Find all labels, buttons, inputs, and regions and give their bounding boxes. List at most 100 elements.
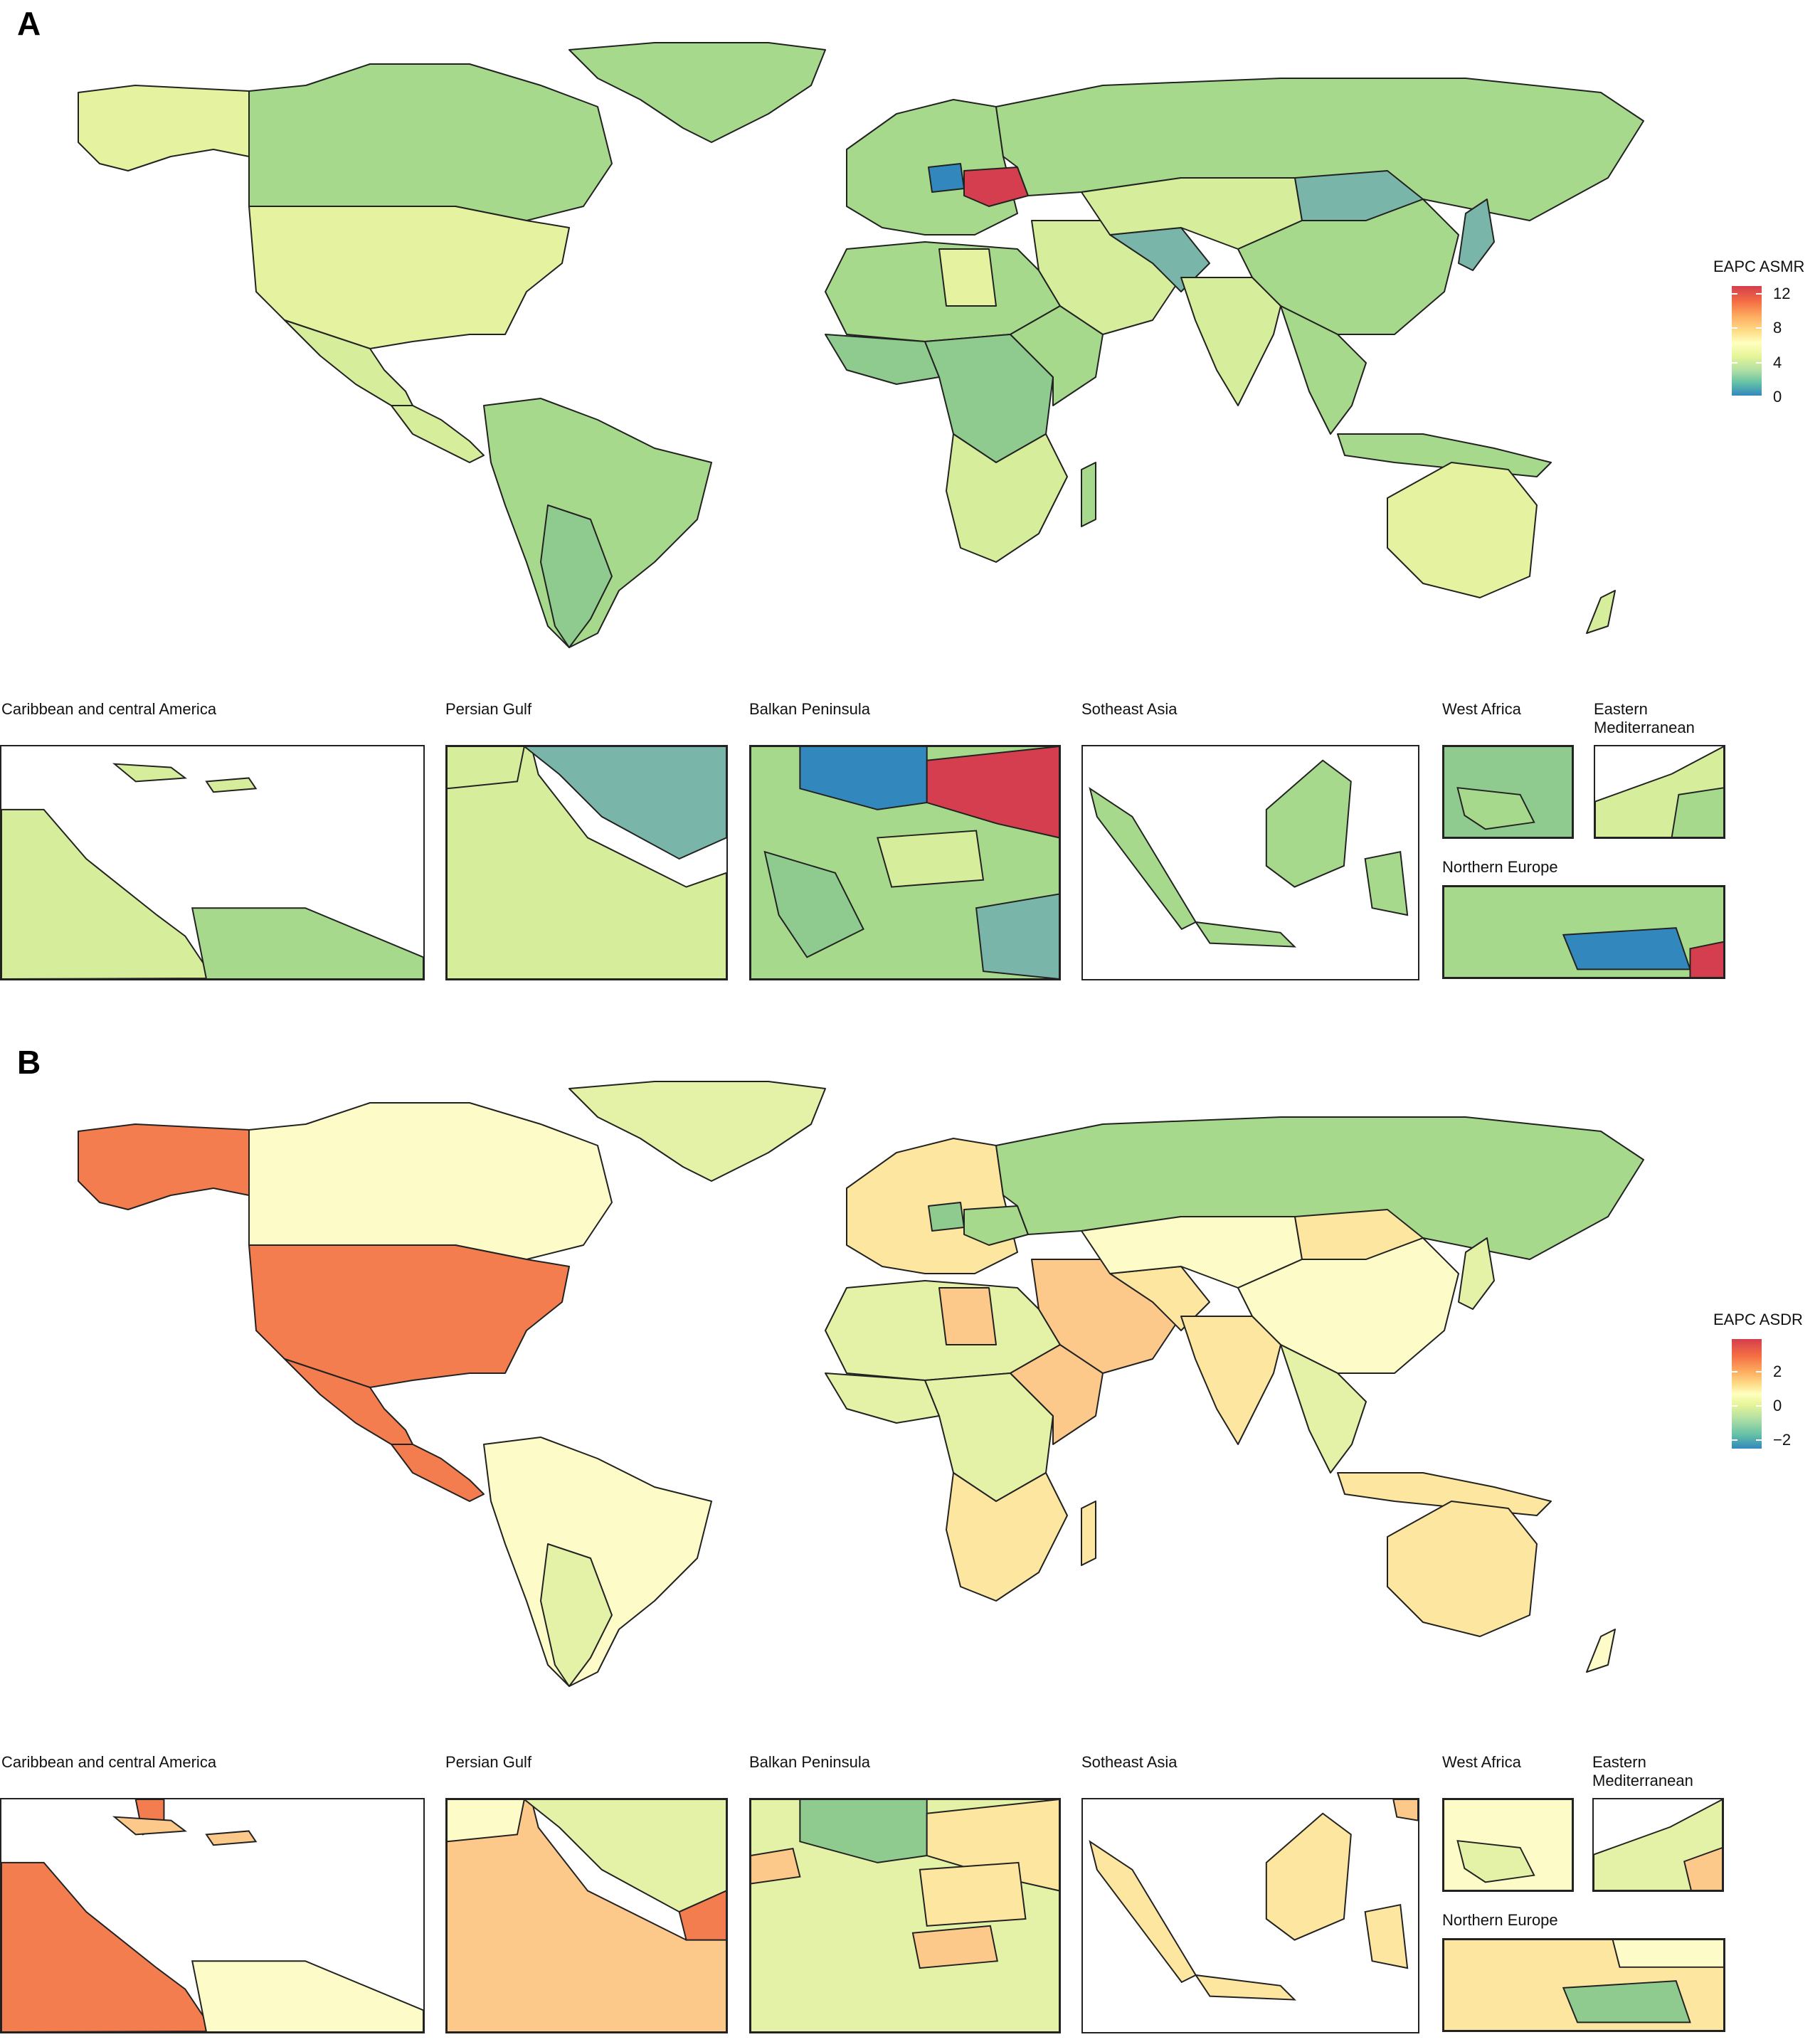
australia [1387, 1501, 1538, 1637]
inset-title-northern-europe: Northern Europe [1442, 1911, 1558, 1929]
japan [1458, 1237, 1495, 1310]
region-indonesia [1089, 787, 1197, 931]
region-central-asia [447, 746, 525, 790]
canada [248, 1102, 613, 1260]
region-indonesia [1194, 921, 1296, 948]
region-poland [1562, 927, 1691, 970]
region-south-america [191, 1960, 423, 2032]
legend-color-bar [1732, 286, 1762, 396]
region-indonesia [1265, 1812, 1352, 1941]
region-central-asia [1612, 1940, 1724, 1968]
south-america [483, 1437, 712, 1687]
legend-tick: 12 [1773, 285, 1791, 302]
canada [248, 63, 613, 221]
region-central-america [205, 777, 258, 793]
inset-southeast-asia [1081, 745, 1419, 980]
inset-title-southeast-asia: Sotheast Asia [1081, 1753, 1178, 1771]
region-central-africa [1456, 1840, 1535, 1883]
inset-balkan [749, 745, 1061, 980]
inset-southeast-asia [1081, 1798, 1419, 2033]
new-zealand [1586, 590, 1616, 634]
inset-persian-gulf [445, 745, 728, 980]
south-america [483, 398, 712, 648]
legend-asdr: EAPC ASDR 2 0 −2 [1713, 1311, 1820, 1474]
mexico [284, 1358, 413, 1445]
legend-title: EAPC ASDR [1713, 1311, 1803, 1328]
alaska [78, 85, 250, 171]
panel-b-label: B [17, 1044, 41, 1081]
region-indonesia [1089, 1840, 1197, 1984]
region-east-africa [1392, 1799, 1418, 1821]
new-zealand [1586, 1629, 1616, 1673]
inset-title-southeast-asia: Sotheast Asia [1081, 700, 1178, 718]
inset-title-persian-gulf: Persian Gulf [445, 1753, 532, 1771]
legend-tick: 4 [1773, 354, 1782, 371]
legend-tick: 8 [1773, 319, 1782, 337]
indonesia [1337, 1472, 1552, 1516]
inset-west-africa [1442, 745, 1574, 839]
inset-east-med [1592, 1798, 1724, 1892]
legend-tick: 2 [1773, 1363, 1782, 1380]
inset-title-northern-europe: Northern Europe [1442, 858, 1558, 876]
region-east-africa [1683, 1846, 1723, 1890]
region-south-america [191, 907, 423, 979]
world-map-a [78, 42, 1644, 648]
inset-title-east-med: Eastern Mediterranean [1592, 1753, 1693, 1789]
region-ukraine [926, 746, 1059, 839]
region-poland [1562, 1980, 1691, 2024]
argentina [540, 1543, 613, 1687]
region-iran [919, 1861, 1027, 1927]
argentina [540, 504, 613, 648]
inset-caribbean [0, 745, 425, 980]
legend-asmr: EAPC ASMR 12 8 4 0 [1713, 258, 1820, 421]
madagascar [1081, 462, 1096, 527]
alaska [78, 1123, 250, 1210]
inset-title-persian-gulf: Persian Gulf [445, 700, 532, 718]
region-middle-east [447, 746, 726, 979]
southeast-asia [1280, 1344, 1367, 1474]
region-indonesia [1364, 1904, 1409, 1969]
southern-africa [946, 433, 1068, 563]
region-central-america [1, 1861, 215, 2032]
region-east-africa [112, 1816, 187, 1836]
panel-a-label: A [17, 5, 41, 42]
region-east-africa [205, 1830, 258, 1846]
region-east-africa [1671, 787, 1724, 837]
ukraine [963, 1205, 1029, 1246]
region-north-africa [1456, 787, 1535, 830]
inset-title-caribbean: Caribbean and central America [1, 1753, 217, 1771]
region-iran [523, 746, 726, 860]
southern-africa [946, 1472, 1068, 1602]
japan [1458, 199, 1495, 271]
libya [938, 1287, 997, 1345]
region-central-america [1, 808, 215, 979]
region-central-america [112, 763, 187, 783]
madagascar [1081, 1501, 1096, 1566]
region-central-asia [877, 830, 985, 888]
central-america [391, 405, 485, 463]
region-iran [975, 893, 1059, 979]
india [1180, 1316, 1281, 1445]
region-usa [678, 1890, 726, 1941]
inset-caribbean [0, 1798, 425, 2033]
india [1180, 277, 1281, 406]
central-america [391, 1444, 485, 1502]
region-iran [926, 1799, 1059, 1892]
mexico [284, 319, 413, 406]
inset-title-balkan: Balkan Peninsula [749, 700, 871, 718]
legend-color-bar [1732, 1339, 1762, 1449]
libya [938, 248, 997, 307]
world-map-b [78, 1081, 1644, 1687]
inset-east-med [1594, 745, 1725, 839]
region-indonesia [1364, 851, 1409, 916]
indonesia [1337, 433, 1552, 477]
inset-west-africa [1442, 1798, 1574, 1892]
west-africa [825, 334, 940, 385]
region-indonesia [1194, 1974, 1296, 2001]
poland [928, 163, 965, 193]
region-indonesia [1265, 759, 1352, 888]
region-poland [799, 746, 928, 810]
legend-tick: 0 [1773, 1397, 1782, 1414]
region-ukraine [1689, 941, 1724, 978]
inset-northern-europe [1442, 1938, 1725, 2032]
